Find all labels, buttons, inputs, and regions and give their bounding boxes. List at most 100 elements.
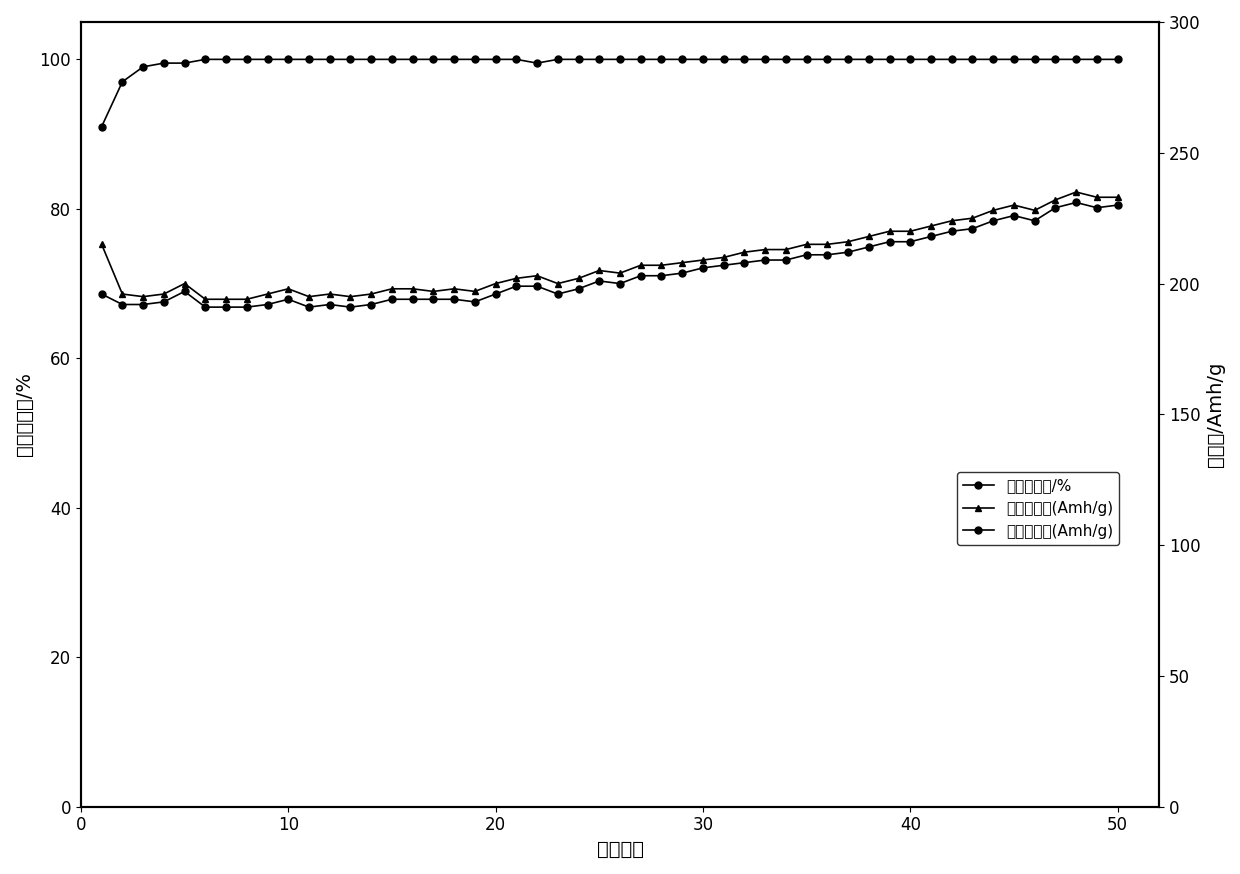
放电比容量(Amh/g) [508, 281, 523, 291]
放电比容量(Amh/g) [779, 255, 794, 266]
放电比容量(Amh/g) [551, 288, 565, 299]
充电比容量(Amh/g) [1007, 200, 1022, 211]
充电比容量(Amh/g) [198, 294, 213, 304]
充放电效率/% [322, 54, 337, 65]
充电比容量(Amh/g) [634, 260, 649, 271]
充电比容量(Amh/g) [613, 267, 627, 278]
Line: 充电比容量(Amh/g): 充电比容量(Amh/g) [98, 189, 1121, 302]
充电比容量(Amh/g) [551, 278, 565, 288]
充放电效率/% [239, 54, 254, 65]
充电比容量(Amh/g) [508, 273, 523, 283]
充电比容量(Amh/g) [446, 283, 461, 294]
充放电效率/% [903, 54, 918, 65]
充电比容量(Amh/g) [675, 258, 689, 268]
充电比容量(Amh/g) [427, 286, 441, 296]
X-axis label: 循环次数: 循环次数 [596, 840, 644, 859]
放电比容量(Amh/g) [280, 294, 295, 304]
放电比容量(Amh/g) [1007, 211, 1022, 221]
充放电效率/% [986, 54, 1001, 65]
充放电效率/% [653, 54, 668, 65]
放电比容量(Amh/g) [820, 250, 835, 260]
充电比容量(Amh/g) [260, 288, 275, 299]
充放电效率/% [737, 54, 751, 65]
充电比容量(Amh/g) [405, 283, 420, 294]
放电比容量(Amh/g) [343, 302, 358, 312]
充放电效率/% [924, 54, 939, 65]
充电比容量(Amh/g) [965, 213, 980, 224]
充放电效率/% [94, 121, 109, 132]
放电比容量(Amh/g) [591, 275, 606, 286]
放电比容量(Amh/g) [675, 267, 689, 278]
充电比容量(Amh/g) [903, 226, 918, 237]
充电比容量(Amh/g) [1110, 192, 1125, 203]
充放电效率/% [882, 54, 897, 65]
放电比容量(Amh/g) [924, 232, 939, 242]
充放电效率/% [384, 54, 399, 65]
充电比容量(Amh/g) [779, 245, 794, 255]
充放电效率/% [1090, 54, 1105, 65]
充放电效率/% [529, 58, 544, 68]
充放电效率/% [1069, 54, 1084, 65]
放电比容量(Amh/g) [489, 288, 503, 299]
充电比容量(Amh/g) [1069, 187, 1084, 198]
充放电效率/% [717, 54, 732, 65]
充放电效率/% [841, 54, 856, 65]
充电比容量(Amh/g) [467, 286, 482, 296]
放电比容量(Amh/g) [198, 302, 213, 312]
充放电效率/% [280, 54, 295, 65]
放电比容量(Amh/g) [1090, 203, 1105, 213]
充放电效率/% [551, 54, 565, 65]
充电比容量(Amh/g) [529, 270, 544, 281]
充放电效率/% [156, 58, 171, 68]
充放电效率/% [363, 54, 378, 65]
充电比容量(Amh/g) [737, 247, 751, 258]
充电比容量(Amh/g) [882, 226, 897, 237]
充电比容量(Amh/g) [945, 216, 960, 226]
充电比容量(Amh/g) [696, 255, 711, 266]
充电比容量(Amh/g) [572, 273, 587, 283]
充放电效率/% [1007, 54, 1022, 65]
充电比容量(Amh/g) [841, 237, 856, 247]
充电比容量(Amh/g) [384, 283, 399, 294]
充放电效率/% [945, 54, 960, 65]
充电比容量(Amh/g) [862, 232, 877, 242]
放电比容量(Amh/g) [405, 294, 420, 304]
充放电效率/% [675, 54, 689, 65]
放电比容量(Amh/g) [135, 299, 150, 309]
充放电效率/% [572, 54, 587, 65]
放电比容量(Amh/g) [446, 294, 461, 304]
充电比容量(Amh/g) [799, 239, 813, 250]
充放电效率/% [799, 54, 813, 65]
放电比容量(Amh/g) [717, 260, 732, 271]
充放电效率/% [779, 54, 794, 65]
放电比容量(Amh/g) [758, 255, 773, 266]
充放电效率/% [177, 58, 192, 68]
充放电效率/% [696, 54, 711, 65]
充电比容量(Amh/g) [489, 278, 503, 288]
充放电效率/% [446, 54, 461, 65]
Y-axis label: 比容量/Amh/g: 比容量/Amh/g [1207, 362, 1225, 467]
Legend: 充放电效率/%, 充电比容量(Amh/g), 放电比容量(Amh/g): 充放电效率/%, 充电比容量(Amh/g), 放电比容量(Amh/g) [957, 472, 1120, 545]
充放电效率/% [1110, 54, 1125, 65]
Line: 放电比容量(Amh/g): 放电比容量(Amh/g) [98, 199, 1121, 310]
Y-axis label: 充放电效率/%: 充放电效率/% [15, 372, 33, 456]
充电比容量(Amh/g) [177, 278, 192, 288]
放电比容量(Amh/g) [218, 302, 233, 312]
充放电效率/% [591, 54, 606, 65]
放电比容量(Amh/g) [363, 299, 378, 309]
放电比容量(Amh/g) [653, 270, 668, 281]
充放电效率/% [489, 54, 503, 65]
放电比容量(Amh/g) [903, 237, 918, 247]
充放电效率/% [343, 54, 358, 65]
充电比容量(Amh/g) [135, 291, 150, 302]
充电比容量(Amh/g) [653, 260, 668, 271]
放电比容量(Amh/g) [427, 294, 441, 304]
充电比容量(Amh/g) [758, 245, 773, 255]
放电比容量(Amh/g) [384, 294, 399, 304]
充电比容量(Amh/g) [115, 288, 130, 299]
放电比容量(Amh/g) [572, 283, 587, 294]
充放电效率/% [198, 54, 213, 65]
放电比容量(Amh/g) [696, 262, 711, 273]
充电比容量(Amh/g) [156, 288, 171, 299]
放电比容量(Amh/g) [467, 296, 482, 307]
